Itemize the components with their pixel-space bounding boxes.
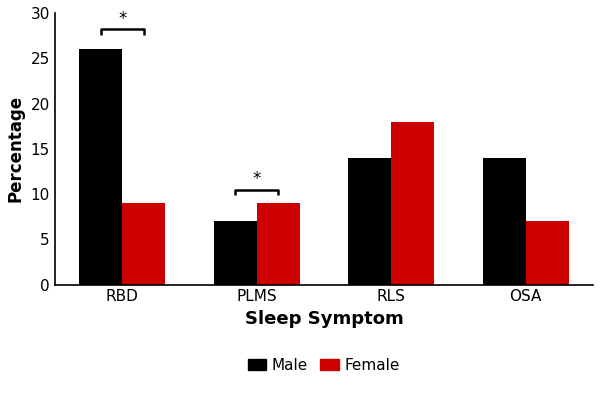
- Bar: [122, 203, 165, 285]
- Bar: [391, 121, 434, 285]
- Text: *: *: [253, 170, 261, 188]
- Legend: Male, Female: Male, Female: [241, 352, 406, 379]
- Bar: [214, 221, 257, 285]
- Bar: [526, 221, 569, 285]
- Bar: [348, 158, 391, 285]
- Bar: [79, 49, 122, 285]
- Text: *: *: [118, 10, 127, 28]
- Bar: [482, 158, 526, 285]
- Y-axis label: Percentage: Percentage: [7, 95, 25, 202]
- Bar: [257, 203, 299, 285]
- X-axis label: Sleep Symptom: Sleep Symptom: [245, 310, 403, 328]
